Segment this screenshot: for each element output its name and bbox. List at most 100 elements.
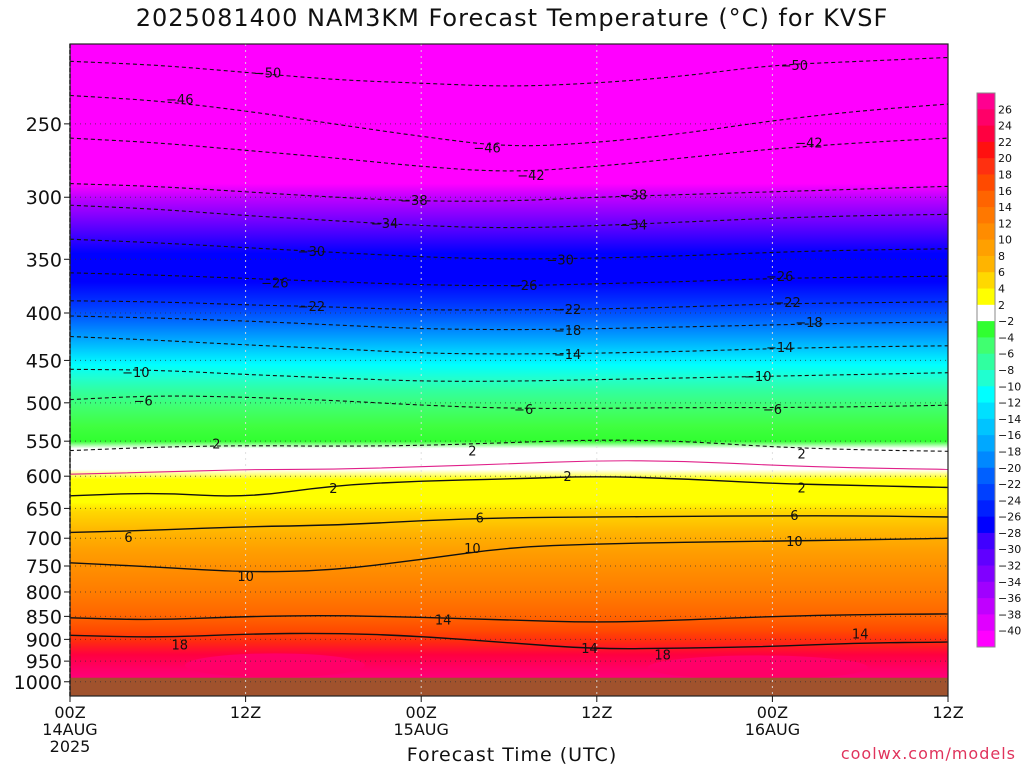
contour-label: −14 bbox=[766, 341, 793, 356]
contour-label: −42 bbox=[517, 169, 544, 184]
contour-label: −10 bbox=[122, 366, 149, 381]
y-tick-label: 1000 bbox=[14, 672, 62, 694]
colorbar-swatch bbox=[977, 125, 995, 143]
y-tick-label: 400 bbox=[26, 303, 62, 325]
x-tick-date: 15AUG bbox=[393, 720, 448, 739]
colorbar-swatch bbox=[977, 418, 995, 436]
contour-label: −50 bbox=[781, 59, 808, 74]
x-tick-date: 14AUG bbox=[42, 720, 97, 739]
contour-label: −18 bbox=[554, 324, 581, 339]
colorbar-swatch bbox=[977, 141, 995, 159]
contour-line bbox=[70, 515, 948, 534]
y-tick-label: 950 bbox=[26, 651, 62, 673]
colorbar-swatch bbox=[977, 386, 995, 404]
contour-label: 2 bbox=[563, 470, 571, 485]
colorbar-swatch bbox=[977, 467, 995, 485]
contour-label: −34 bbox=[371, 217, 398, 232]
contour-label: 18 bbox=[171, 638, 188, 653]
contour-label: −6 bbox=[514, 403, 533, 418]
y-tick-label: 750 bbox=[26, 556, 62, 578]
colorbar-swatch bbox=[977, 435, 995, 452]
y-tick-label: 500 bbox=[26, 393, 62, 415]
contour-label: 2 bbox=[798, 447, 806, 462]
contour-label: −14 bbox=[554, 348, 581, 363]
y-axis: 2503003504004505005506006507007508008509… bbox=[14, 114, 70, 694]
colorbar-label: −2 bbox=[998, 315, 1014, 328]
colorbar-label: −14 bbox=[998, 413, 1021, 426]
colorbar-swatch bbox=[977, 532, 995, 550]
x-tick-label: 12Z bbox=[932, 703, 963, 722]
x-tick-label: 00Z bbox=[54, 703, 85, 722]
warm-pocket bbox=[184, 653, 365, 678]
contour-label: 2 bbox=[212, 437, 220, 452]
colorbar-swatch bbox=[977, 402, 995, 420]
colorbar-label: 14 bbox=[998, 201, 1012, 214]
colorbar-label: −38 bbox=[998, 608, 1021, 621]
temperature-shading bbox=[70, 44, 948, 696]
y-tick-label: 850 bbox=[26, 606, 62, 628]
contour-label: 2 bbox=[468, 445, 476, 460]
colorbar-label: −28 bbox=[998, 527, 1021, 540]
contour-label: 14 bbox=[581, 642, 598, 657]
colorbar-swatch bbox=[977, 174, 995, 192]
colorbar-swatch bbox=[977, 549, 995, 567]
x-tick-label: 12Z bbox=[581, 703, 612, 722]
contour-label: 14 bbox=[852, 628, 869, 643]
contour-label: 14 bbox=[435, 614, 452, 629]
colorbar-swatch bbox=[977, 630, 995, 648]
colorbar-label: −24 bbox=[998, 494, 1021, 507]
contour-line bbox=[70, 537, 948, 573]
contour-line bbox=[70, 476, 948, 497]
x-tick-label: 00Z bbox=[406, 703, 437, 722]
colorbar-swatch bbox=[977, 337, 995, 355]
colorbar-swatch bbox=[977, 255, 995, 273]
colorbar-swatch bbox=[977, 207, 995, 224]
colorbar-label: −6 bbox=[998, 348, 1014, 361]
y-tick-label: 350 bbox=[26, 249, 62, 271]
contour-label: 2 bbox=[798, 481, 806, 496]
colorbar-swatch bbox=[977, 239, 995, 257]
contour-label: 6 bbox=[124, 531, 132, 546]
colorbar-label: −40 bbox=[998, 625, 1021, 638]
contour-label: −38 bbox=[620, 189, 647, 204]
colorbar-swatch bbox=[977, 565, 995, 583]
colorbar-label: 2 bbox=[998, 299, 1005, 312]
x-tick-year: 2025 bbox=[50, 737, 91, 756]
warm-pocket bbox=[647, 655, 868, 680]
colorbar-label: 4 bbox=[998, 283, 1005, 296]
contour-line bbox=[70, 94, 948, 147]
contour-label: −26 bbox=[261, 277, 288, 292]
contour-label: 2 bbox=[329, 482, 337, 497]
y-tick-label: 600 bbox=[26, 466, 62, 488]
contour-label: −26 bbox=[510, 279, 537, 294]
contour-label: 10 bbox=[464, 542, 481, 557]
contour-label: −6 bbox=[763, 403, 782, 418]
colorbar-swatch bbox=[977, 321, 995, 338]
colorbar-label: −16 bbox=[998, 429, 1021, 442]
contour-line bbox=[70, 632, 948, 650]
colorbar-label: 18 bbox=[998, 168, 1012, 181]
y-tick-label: 800 bbox=[26, 582, 62, 604]
contour-label: −30 bbox=[546, 253, 573, 268]
colorbar-label: 22 bbox=[998, 136, 1012, 149]
colorbar-swatch bbox=[977, 272, 995, 290]
colorbar-label: −4 bbox=[998, 331, 1014, 344]
contour-line bbox=[70, 460, 948, 475]
contour-label: −6 bbox=[134, 394, 153, 409]
y-tick-label: 650 bbox=[26, 498, 62, 520]
contour-label: −30 bbox=[298, 245, 325, 260]
colorbar-swatch bbox=[977, 223, 995, 241]
x-tick-label: 00Z bbox=[757, 703, 788, 722]
contour-label: −34 bbox=[620, 218, 647, 233]
colorbar-label: −12 bbox=[998, 397, 1021, 410]
colorbar-frame bbox=[976, 92, 996, 648]
contour-label: −18 bbox=[795, 316, 822, 331]
contour-label: −50 bbox=[254, 66, 281, 81]
colorbar-label: 10 bbox=[998, 234, 1012, 247]
contour-label: −10 bbox=[744, 370, 771, 385]
colorbar-label: −20 bbox=[998, 462, 1021, 475]
contour-line bbox=[70, 613, 948, 623]
contour-label: −46 bbox=[473, 141, 500, 156]
colorbar-label: 16 bbox=[998, 185, 1012, 198]
